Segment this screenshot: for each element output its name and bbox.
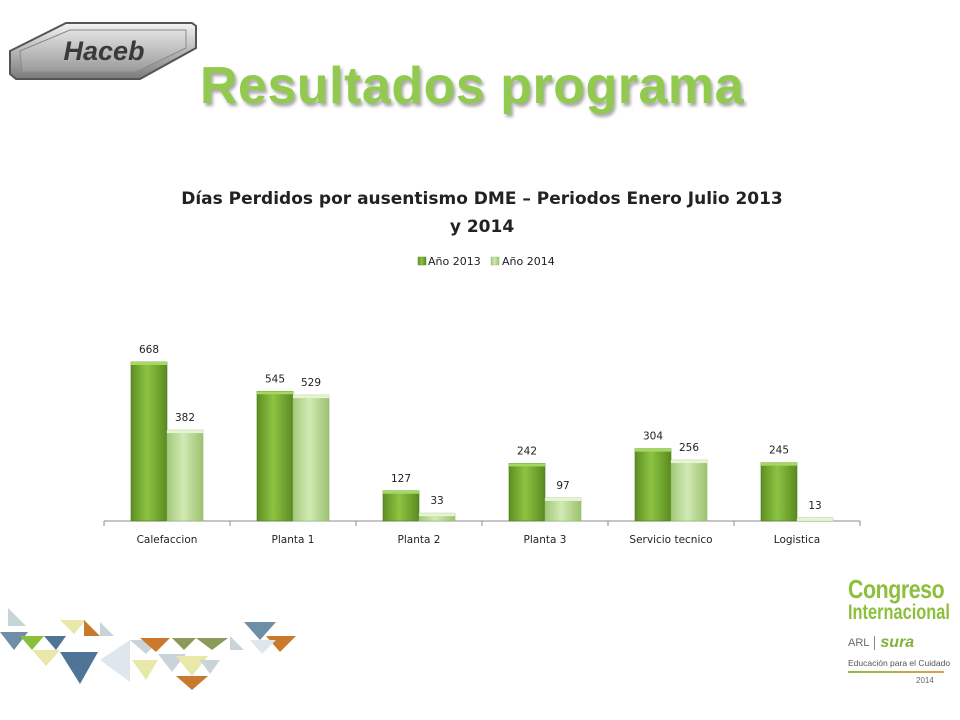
arl-sura-row: ARL sura (848, 634, 914, 652)
value-label: 127 (391, 473, 411, 485)
congress-logo: Congreso Internacional ARL sura Educació… (840, 572, 952, 692)
category-label: Calefaccion (137, 534, 198, 546)
chart-title-line-1: Días Perdidos por ausentismo DME – Perio… (181, 189, 783, 209)
value-label: 242 (517, 445, 537, 457)
bar-top-highlight (545, 497, 581, 501)
bar-2014-planta-3 (544, 497, 582, 522)
bar-top-highlight (293, 395, 329, 399)
value-label: 245 (769, 445, 789, 457)
legend-label-2013: Año 2013 (428, 255, 481, 268)
value-label: 256 (679, 442, 699, 454)
bars (130, 361, 834, 522)
bar-top-highlight (419, 513, 455, 517)
congress-subtitle: Internacional (848, 601, 950, 624)
bar-top-highlight (383, 490, 419, 494)
bar-top-highlight (797, 517, 833, 521)
category-label: Logistica (774, 534, 820, 546)
value-label: 545 (265, 373, 285, 385)
congress-year: 2014 (916, 676, 934, 685)
legend: Año 2013 Año 2014 (417, 255, 555, 268)
bar-2013-planta-1 (256, 390, 294, 522)
sura-logo: sura (880, 634, 915, 651)
value-label: 668 (139, 344, 159, 356)
bar-2014-servicio-tecnico (670, 459, 708, 522)
tagline: Educación para el Cuidado (848, 658, 951, 668)
value-label: 97 (556, 480, 569, 492)
bar-chart: Días Perdidos por ausentismo DME – Perio… (103, 189, 861, 546)
legend-swatch-2014 (490, 256, 500, 266)
chart-title-line-2: y 2014 (450, 217, 514, 237)
bar-2014-calefaccion (166, 429, 204, 522)
colored-rule (848, 671, 944, 673)
bar-top-highlight (761, 462, 797, 466)
value-label: 304 (643, 431, 663, 443)
value-labels: 668 382 545 529 127 33 242 97 304 256 245 13 (139, 344, 822, 512)
category-label: Planta 2 (398, 534, 441, 546)
page-title: Resultados programa (200, 57, 745, 115)
legend-label-2014: Año 2014 (502, 255, 555, 268)
congress-title: Congreso (848, 574, 945, 604)
decorative-triangles (0, 608, 296, 690)
value-label: 33 (430, 495, 443, 507)
category-label: Planta 1 (272, 534, 315, 546)
logo-text: Haceb (63, 36, 144, 66)
x-axis-ticks (103, 521, 861, 526)
bar-2013-calefaccion (130, 361, 168, 522)
category-label: Servicio tecnico (629, 534, 712, 546)
bar-2014-planta-1 (292, 394, 330, 522)
bar-top-highlight (131, 362, 167, 365)
legend-swatch-2013 (417, 256, 427, 266)
category-label: Planta 3 (524, 534, 567, 546)
bar-top-highlight (509, 463, 545, 467)
separator (874, 636, 876, 650)
bar-top-highlight (635, 448, 671, 452)
value-label: 529 (301, 377, 321, 389)
bar-2013-logistica (760, 462, 798, 522)
bar-2013-planta-3 (508, 463, 546, 522)
bar-top-highlight (167, 430, 203, 434)
bar-top-highlight (257, 391, 293, 395)
arl-label: ARL (848, 637, 870, 649)
value-label: 382 (175, 412, 195, 424)
value-label: 13 (808, 500, 821, 512)
category-labels: Calefaccion Planta 1 Planta 2 Planta 3 Servi… (137, 534, 821, 546)
bar-2013-servicio-tecnico (634, 448, 672, 522)
bar-2013-planta-2 (382, 490, 420, 522)
bar-top-highlight (671, 460, 707, 464)
haceb-logo: Haceb (9, 22, 197, 80)
